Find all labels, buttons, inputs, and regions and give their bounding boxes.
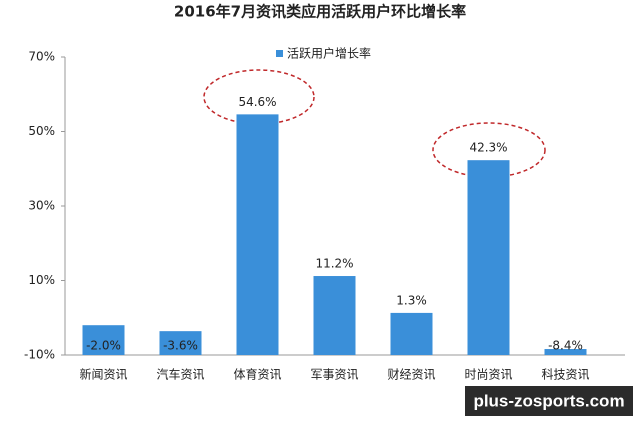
- value-label: -2.0%: [86, 339, 121, 353]
- highlight-ellipse: [432, 122, 546, 178]
- x-tick-label: 军事资讯: [310, 368, 358, 382]
- y-tick-label: -10%: [24, 348, 55, 362]
- x-tick-label: 体育资讯: [233, 367, 281, 382]
- y-tick-label: 50%: [28, 124, 55, 138]
- x-tick-label: 新闻资讯: [79, 367, 127, 382]
- x-tick-label: 时尚资讯: [464, 368, 512, 382]
- value-label: 54.6%: [238, 95, 276, 109]
- bar: [544, 349, 587, 355]
- x-tick-label: 科技资讯: [541, 368, 589, 382]
- watermark: plus-zosports.com: [473, 391, 624, 410]
- bar: [159, 331, 202, 355]
- value-label: 42.3%: [469, 141, 507, 155]
- value-label: -8.4%: [548, 339, 583, 353]
- value-label: -3.6%: [163, 339, 198, 353]
- chart-title: 2016年7月资讯类应用活跃用户环比增长率: [174, 3, 466, 21]
- value-label: 1.3%: [396, 293, 427, 307]
- x-tick-label: 财经资讯: [387, 368, 435, 382]
- y-tick-label: 10%: [28, 273, 55, 287]
- bar: [313, 276, 356, 355]
- bar: [82, 325, 125, 355]
- bar: [390, 312, 433, 355]
- y-tick-label: 70%: [28, 50, 55, 64]
- x-tick-label: 汽车资讯: [156, 367, 204, 382]
- watermark-box: [465, 386, 633, 416]
- y-tick-label: 30%: [28, 199, 55, 213]
- bar: [236, 114, 279, 356]
- value-label: 11.2%: [315, 257, 353, 271]
- bar: [467, 160, 510, 355]
- legend-label: 活跃用户增长率: [287, 46, 371, 61]
- legend-swatch: [276, 50, 283, 57]
